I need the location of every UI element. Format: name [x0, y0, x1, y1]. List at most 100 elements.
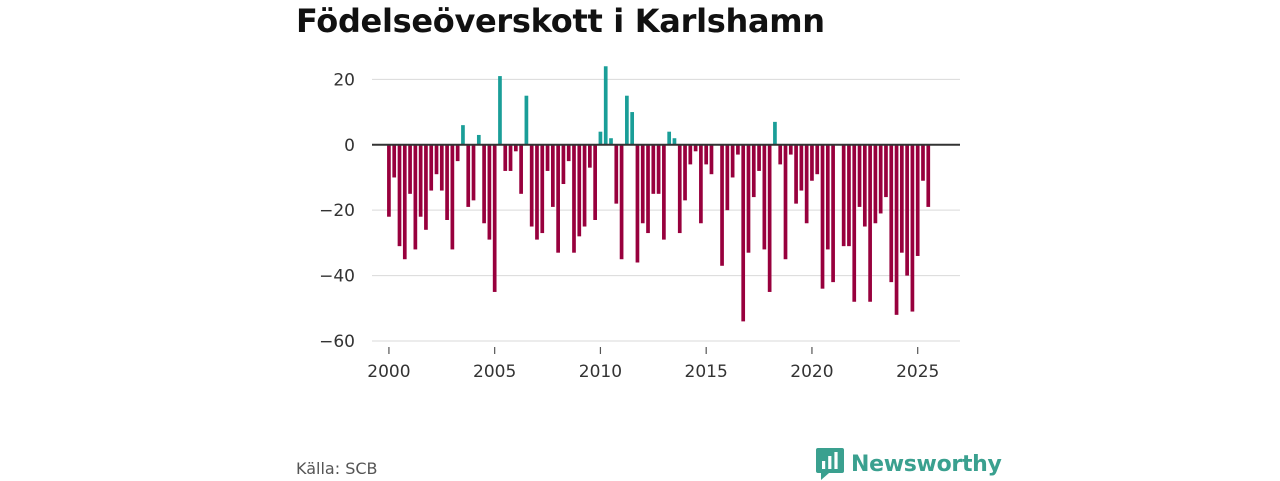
bar — [921, 144, 925, 181]
y-tick-label: 20 — [333, 70, 355, 90]
bar — [545, 144, 550, 171]
y-tick-label: −20 — [319, 201, 355, 221]
brand-name: Newsworthy — [851, 451, 1002, 477]
bar — [746, 144, 751, 253]
bar — [476, 134, 481, 145]
newsworthy-chat-chart-icon — [816, 448, 844, 480]
bar — [910, 144, 915, 312]
bar — [667, 131, 672, 145]
x-axis: 2000 2005 2010 2015 2020 2025 — [367, 347, 939, 382]
bar — [884, 144, 888, 198]
bar — [418, 144, 423, 217]
bar — [767, 144, 772, 292]
bar — [566, 144, 571, 162]
newsworthy-logo: Newsworthy — [815, 447, 1002, 481]
bar — [603, 66, 608, 145]
bar — [847, 144, 851, 247]
bar — [656, 144, 661, 194]
bar — [699, 144, 703, 224]
bar — [455, 144, 460, 162]
bar — [915, 144, 920, 256]
bar — [461, 125, 465, 145]
bar — [730, 144, 735, 178]
bar — [598, 131, 603, 145]
bar — [640, 144, 645, 224]
gridlines — [372, 78, 960, 342]
bar — [862, 144, 867, 227]
bar — [582, 144, 587, 227]
bar — [894, 144, 899, 315]
bar — [868, 144, 872, 302]
bar — [492, 144, 497, 292]
bar — [508, 144, 513, 171]
bar — [704, 144, 709, 165]
bar — [577, 144, 582, 237]
x-tick-label: 2020 — [790, 362, 833, 382]
bar — [773, 121, 777, 145]
x-tick-label: 2005 — [473, 362, 516, 382]
bar — [852, 144, 857, 302]
bar — [757, 144, 761, 171]
bar — [556, 144, 560, 253]
bar — [466, 144, 471, 207]
bar — [926, 144, 931, 207]
y-axis-labels: 20 0 −20 −40 −60 — [319, 70, 355, 352]
bar — [450, 144, 455, 250]
bar — [778, 144, 783, 165]
bar — [471, 144, 476, 201]
x-tick-label: 2010 — [579, 362, 622, 382]
bar — [831, 144, 835, 283]
bar — [899, 144, 904, 253]
bar — [397, 144, 402, 247]
bar — [572, 144, 576, 253]
bar — [794, 144, 798, 204]
bar — [815, 144, 820, 175]
bar — [720, 144, 724, 266]
bar — [535, 144, 539, 240]
bar — [804, 144, 809, 224]
bar — [529, 144, 534, 227]
bar — [693, 144, 698, 152]
bar — [434, 144, 439, 175]
bar — [651, 144, 656, 194]
bar — [550, 144, 555, 207]
bar — [873, 144, 878, 224]
bar — [387, 144, 391, 217]
bar — [429, 144, 434, 191]
bar — [619, 144, 624, 260]
bar — [593, 144, 597, 220]
y-tick-label: 0 — [344, 136, 355, 156]
bar — [408, 144, 412, 194]
bar — [513, 144, 518, 152]
bar — [825, 144, 830, 250]
bar — [683, 144, 687, 201]
bar — [741, 144, 746, 322]
y-tick-label: −60 — [319, 332, 355, 352]
bar — [688, 144, 693, 165]
bar — [905, 144, 909, 276]
bar — [625, 95, 629, 145]
bar — [841, 144, 846, 247]
bar — [498, 76, 502, 145]
bar — [662, 144, 666, 240]
bar — [540, 144, 545, 234]
bar — [503, 144, 508, 171]
bar — [413, 144, 418, 250]
bar — [519, 144, 523, 194]
chart-title: Födelseöverskott i Karlshamn — [296, 2, 825, 40]
bar — [487, 144, 492, 240]
bars — [387, 66, 931, 322]
bar — [424, 144, 428, 230]
bar — [445, 144, 449, 220]
bar — [788, 144, 793, 155]
x-tick-label: 2000 — [367, 362, 410, 382]
bar — [561, 144, 566, 185]
bar — [630, 112, 635, 145]
bar — [646, 144, 650, 234]
bar — [736, 144, 740, 155]
bar-chart: 20 0 −20 −40 −60 2000 2005 2010 2015 2020 2025 — [319, 66, 960, 382]
bar — [614, 144, 619, 204]
bar — [820, 144, 825, 289]
bar — [725, 144, 730, 211]
bar — [402, 144, 407, 260]
